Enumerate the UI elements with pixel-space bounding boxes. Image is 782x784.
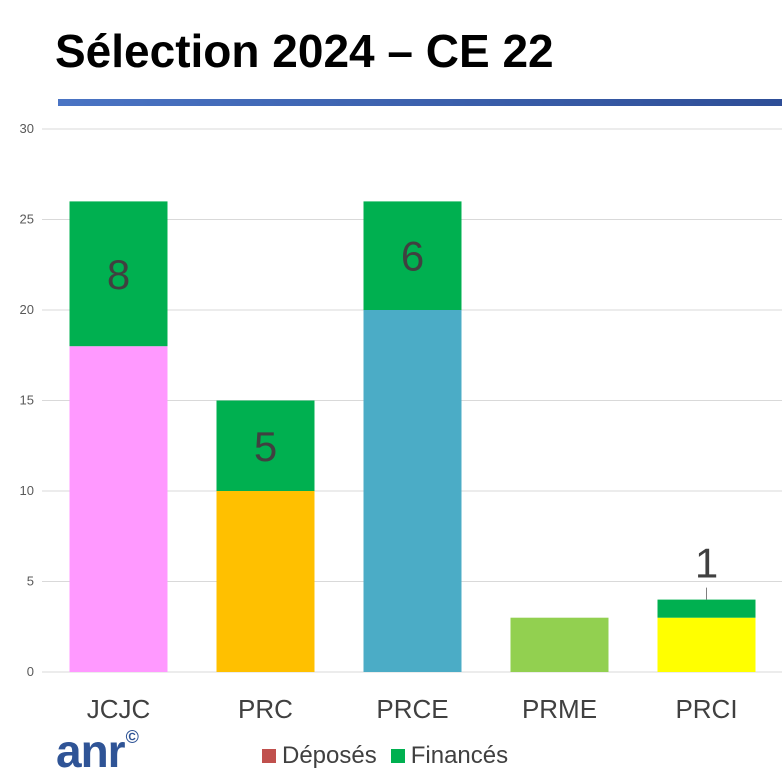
bar-prme-deposes: [510, 617, 609, 672]
data-label-prce: 6: [401, 233, 424, 280]
legend-label-deposes: Déposés: [282, 742, 377, 769]
legend-swatch-finances: [390, 749, 405, 763]
data-label-jcjc: 8: [107, 251, 130, 298]
bar-jcjc-deposes: [69, 346, 168, 672]
x-tick-label-prme: PRME: [522, 694, 597, 724]
y-tick-label: 20: [20, 302, 34, 317]
chart-legend: Déposés Financés: [262, 742, 508, 770]
data-label-prc: 5: [254, 423, 277, 470]
data-label-prci: 1: [695, 540, 718, 587]
legend-item-finances: Financés: [390, 742, 509, 770]
anr-logo: anr©: [56, 725, 139, 777]
bar-prci-deposes: [657, 617, 756, 672]
bar-prc-finances: [216, 400, 315, 491]
data-labels: 8 5 6 1: [107, 233, 718, 600]
bar-prce-deposes: [363, 310, 462, 672]
page-title: Sélection 2024 – CE 22: [55, 25, 554, 77]
bar-prci-finances: [657, 599, 756, 618]
logo-text: anr: [56, 725, 126, 777]
title-rule: [58, 99, 782, 106]
x-tick-label-prci: PRCI: [675, 694, 737, 724]
legend-swatch-deposes: [262, 749, 276, 763]
bar-prc-deposes: [216, 491, 315, 672]
bar-jcjc-finances: [69, 201, 168, 347]
x-tick-label-prce: PRCE: [376, 694, 448, 724]
legend-item-deposes: Déposés: [262, 742, 377, 770]
logo-registered-mark: ©: [125, 727, 139, 747]
y-tick-label: 30: [20, 121, 34, 136]
bars: [69, 201, 756, 672]
bar-prce-finances: [363, 201, 462, 310]
x-tick-label-jcjc: JCJC: [87, 694, 151, 724]
y-tick-label: 25: [20, 212, 34, 227]
y-tick-label: 10: [20, 483, 34, 498]
y-axis-ticks: 0 5 10 15 20 25 30: [20, 121, 34, 679]
x-axis-ticks: JCJC PRC PRCE PRME PRCI: [87, 694, 738, 724]
x-tick-label-prc: PRC: [238, 694, 293, 724]
y-tick-label: 0: [27, 664, 34, 679]
y-tick-label: 5: [27, 574, 34, 589]
y-tick-label: 15: [20, 393, 34, 408]
legend-label-finances: Financés: [410, 742, 509, 769]
